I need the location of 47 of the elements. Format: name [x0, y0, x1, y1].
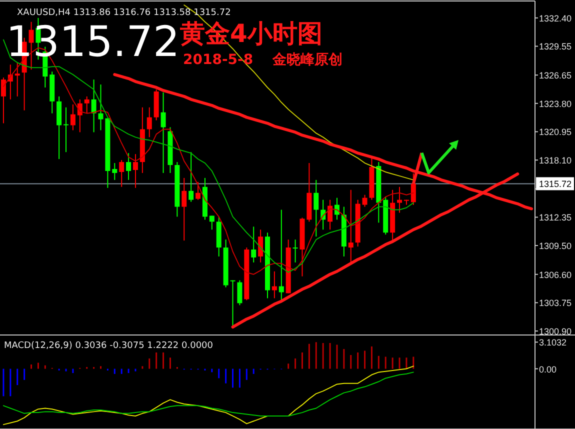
chart-title: MACD(12,26,9) 0.3036 -0.3075 1.2222 0.0000: [4, 341, 214, 351]
candlestick: [251, 226, 256, 263]
candlestick: [362, 194, 368, 208]
y-tick-label: 1309.50: [539, 241, 572, 252]
candlestick: [196, 181, 201, 200]
candlestick: [314, 179, 319, 238]
candlestick: [56, 96, 62, 160]
candlestick: [182, 177, 187, 242]
candlestick: [119, 160, 124, 188]
y-tick-label: 1303.75: [539, 298, 572, 308]
candlestick: [126, 152, 132, 180]
y-tick-label: 1329.55: [539, 42, 572, 52]
candlestick: [328, 199, 333, 230]
candlestick: [91, 79, 96, 133]
candlestick: [292, 239, 298, 263]
candlestick: [348, 189, 354, 263]
y-tick-label: 1320.95: [539, 127, 572, 138]
candlestick: [84, 96, 90, 114]
candlestick: [98, 84, 104, 131]
candlestick: [14, 62, 20, 97]
candlestick: [70, 104, 76, 131]
candlestick: [64, 106, 69, 153]
candlestick: [258, 229, 264, 263]
candlestick: [132, 154, 138, 188]
annotation: XAUUSD,H4 1313.86 1316.76 1313.58 1315.72: [17, 8, 231, 18]
y-tick-label: 1306.60: [539, 270, 572, 280]
y-tick-label: 3.1032: [539, 338, 567, 348]
line-series: [2, 366, 414, 426]
y-tick-label: 1332.40: [539, 13, 572, 24]
y-tick-label: 0.00: [539, 364, 557, 374]
candlestick: [0, 77, 6, 124]
candlestick: [272, 270, 277, 299]
y-tick-label: 1300.90: [539, 326, 572, 337]
y-tick-label: 1312.35: [539, 212, 572, 223]
candlestick: [230, 280, 236, 328]
y-tick-label: 1326.65: [539, 70, 572, 81]
ref-line-label: 1315.72: [539, 179, 572, 190]
line-series: [2, 372, 414, 416]
candlestick: [237, 280, 242, 306]
y-tick-label: 1323.80: [539, 98, 572, 109]
candlestick: [209, 215, 214, 230]
candlestick: [160, 92, 166, 174]
candlestick: [397, 186, 402, 214]
candlestick: [188, 152, 194, 202]
candlestick: [112, 162, 118, 180]
y-tick-label: 1318.10: [539, 156, 572, 166]
candlestick: [146, 106, 152, 138]
